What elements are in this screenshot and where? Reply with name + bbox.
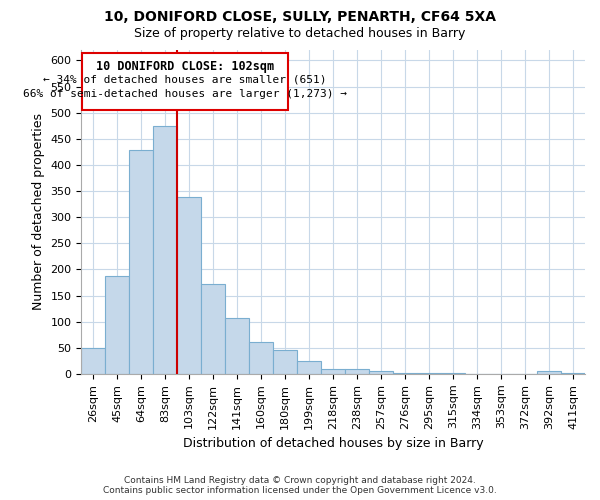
Text: ← 34% of detached houses are smaller (651): ← 34% of detached houses are smaller (65… (43, 74, 327, 85)
Bar (345, 368, 369, 374)
Bar (393, 373, 417, 374)
Bar (177, 198, 201, 374)
Bar (561, 373, 585, 374)
Text: 10, DONIFORD CLOSE, SULLY, PENARTH, CF64 5XA: 10, DONIFORD CLOSE, SULLY, PENARTH, CF64… (104, 10, 496, 24)
Bar (130, 150, 153, 374)
Bar (369, 372, 393, 374)
Text: Contains HM Land Registry data © Crown copyright and database right 2024.
Contai: Contains HM Land Registry data © Crown c… (103, 476, 497, 495)
Bar (321, 368, 345, 374)
FancyBboxPatch shape (82, 52, 288, 110)
Text: 66% of semi-detached houses are larger (1,273) →: 66% of semi-detached houses are larger (… (23, 89, 347, 99)
Bar (225, 318, 249, 374)
Bar (201, 284, 225, 374)
Text: 10 DONIFORD CLOSE: 102sqm: 10 DONIFORD CLOSE: 102sqm (96, 60, 274, 74)
Bar (417, 373, 441, 374)
X-axis label: Distribution of detached houses by size in Barry: Distribution of detached houses by size … (183, 437, 484, 450)
Bar (441, 373, 465, 374)
Text: Size of property relative to detached houses in Barry: Size of property relative to detached ho… (134, 28, 466, 40)
Bar (297, 361, 321, 374)
Bar (153, 126, 177, 374)
Y-axis label: Number of detached properties: Number of detached properties (32, 114, 45, 310)
Bar (82, 348, 106, 374)
Bar (537, 372, 561, 374)
Bar (273, 350, 297, 374)
Bar (106, 276, 130, 374)
Bar (249, 342, 273, 374)
